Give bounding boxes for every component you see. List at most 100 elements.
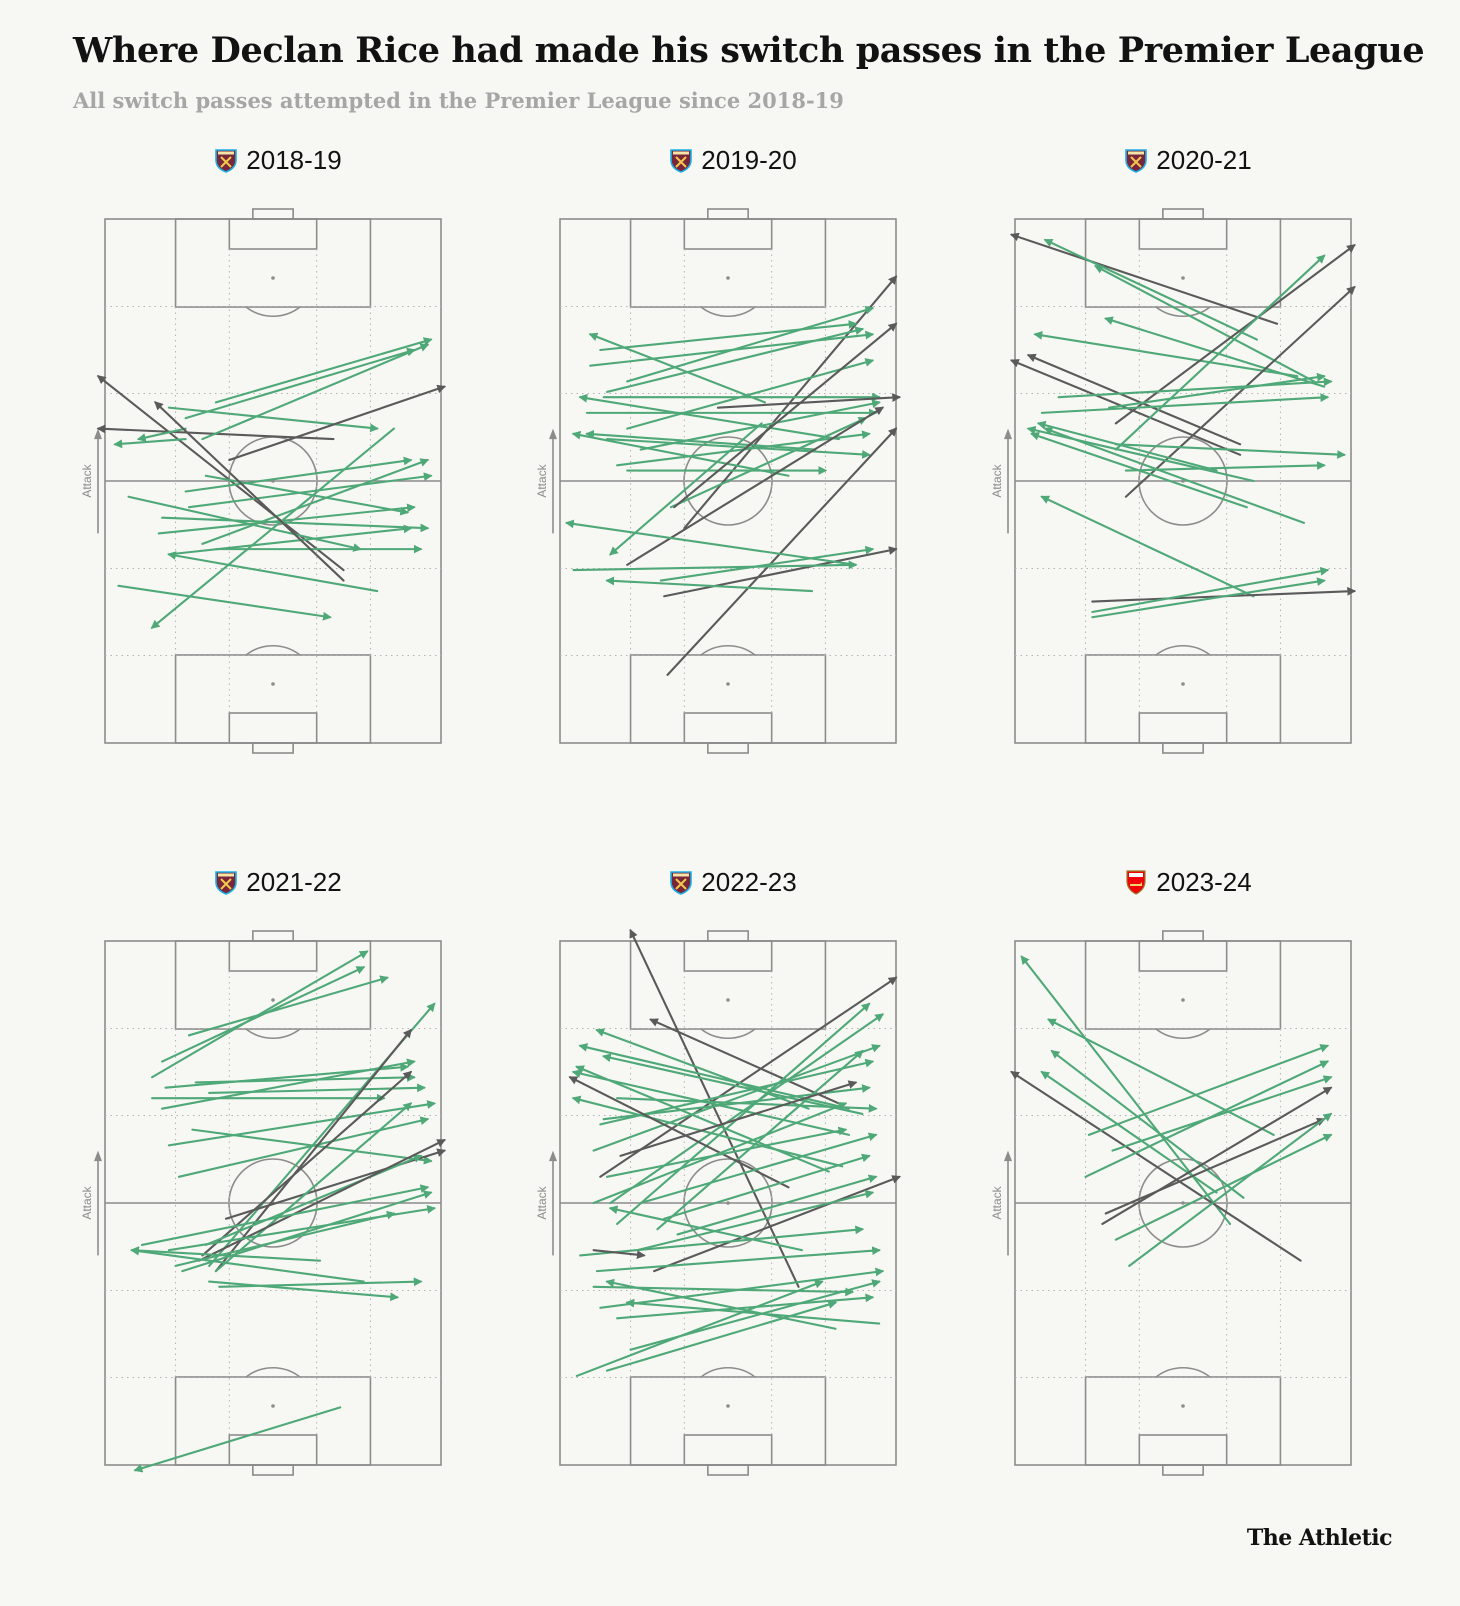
successful-pass-arrow <box>181 1190 433 1273</box>
unsuccessful-pass-arrow <box>626 406 885 566</box>
unsuccessful-pass-arrow <box>649 1018 840 1105</box>
successful-pass-arrow <box>1091 566 1330 614</box>
season-header: 2020-21 <box>978 140 1398 180</box>
penalty-spot-top <box>271 998 275 1002</box>
unsuccessful-pass-arrow <box>568 1076 790 1189</box>
successful-pass-arrow <box>113 438 187 449</box>
unsuccessful-pass-arrow <box>1026 353 1242 446</box>
goal-bottom <box>707 1464 749 1476</box>
passes <box>130 950 447 1473</box>
penalty-box-top <box>1084 218 1282 308</box>
successful-pass-arrow <box>184 347 416 420</box>
penalty-spot-top <box>271 276 275 280</box>
successful-pass-arrow <box>626 358 875 430</box>
successful-pass-arrow <box>589 330 875 367</box>
successful-pass-arrow <box>218 1277 423 1288</box>
successful-pass-arrow <box>127 495 363 552</box>
successful-pass-arrow <box>571 1095 844 1168</box>
successful-pass-arrow <box>579 1225 865 1257</box>
successful-pass-arrow <box>150 427 396 629</box>
arsenal-crest-icon <box>1126 870 1146 895</box>
successful-pass-arrow <box>595 1246 881 1273</box>
successful-pass-arrow <box>592 1101 848 1205</box>
west-ham-crest-icon <box>215 871 238 895</box>
successful-pass-arrow <box>194 1073 416 1084</box>
unsuccessful-pass-arrow <box>592 1249 646 1260</box>
successful-pass-arrow <box>1087 1044 1330 1136</box>
panel-2020-21: 2020-21 Attack <box>978 140 1398 790</box>
successful-pass-arrow <box>117 584 332 621</box>
passes <box>1009 232 1357 619</box>
goal-top <box>707 208 749 220</box>
unsuccessful-pass-arrow <box>619 1080 858 1157</box>
successful-pass-arrow <box>167 1204 437 1252</box>
goal-top <box>1162 930 1204 942</box>
successful-pass-arrow <box>130 1246 322 1262</box>
unsuccessful-pass-arrow <box>1104 1117 1326 1215</box>
attack-arrowhead-icon <box>94 1150 102 1162</box>
penalty-box-top <box>629 218 827 308</box>
goal-top <box>1162 208 1204 220</box>
unsuccessful-pass-arrow <box>1010 1070 1302 1262</box>
six-yard-box-top <box>228 940 318 972</box>
attack-indicator: Attack <box>80 428 102 534</box>
successful-pass-arrow <box>1114 1133 1333 1241</box>
centre-spot <box>1181 1201 1185 1205</box>
penalty-arc-top <box>1155 1028 1211 1039</box>
attack-arrowhead-icon <box>549 1150 557 1162</box>
six-yard-box-bottom <box>228 1434 318 1466</box>
successful-pass-arrow <box>136 427 187 442</box>
attack-indicator: Attack <box>80 1150 102 1256</box>
successful-pass-arrow <box>1047 1018 1275 1136</box>
centre-spot <box>726 1201 730 1205</box>
successful-pass-arrow <box>1114 254 1326 451</box>
successful-pass-arrow <box>575 1065 830 1173</box>
six-yard-box-top <box>1138 940 1228 972</box>
penalty-spot-top <box>726 276 730 280</box>
goal-top <box>707 930 749 942</box>
successful-pass-arrow <box>201 343 430 441</box>
unsuccessful-pass-arrow <box>716 393 902 409</box>
successful-pass-arrow <box>1030 431 1248 509</box>
penalty-arc-bottom <box>700 1367 756 1378</box>
panel-2019-20: 2019-20 Attack <box>523 140 943 790</box>
penalty-arc-top <box>1155 306 1211 317</box>
attack-arrowhead-icon <box>549 428 557 440</box>
successful-pass-arrow <box>1033 331 1299 378</box>
successful-pass-arrow <box>599 1267 885 1309</box>
penalty-box-bottom <box>629 654 827 744</box>
goal-bottom <box>1162 1464 1204 1476</box>
penalty-arc-bottom <box>700 645 756 656</box>
season-header: 2022-23 <box>523 862 943 902</box>
successful-pass-arrow <box>1114 443 1347 459</box>
goal-bottom <box>1162 742 1204 754</box>
penalty-box-bottom <box>174 1376 372 1466</box>
successful-pass-arrow <box>676 1174 878 1236</box>
unsuccessful-pass-arrow <box>599 976 898 1178</box>
penalty-spot-bottom <box>1181 1404 1185 1408</box>
pitch-plot: Attack <box>535 928 902 1476</box>
pitch-markings <box>1014 208 1352 754</box>
successful-pass-arrow <box>595 1028 810 1110</box>
attack-arrowhead-icon <box>94 428 102 440</box>
chart-subtitle: All switch passes attempted in the Premi… <box>73 88 844 113</box>
successful-pass-arrow <box>1057 377 1333 399</box>
successful-pass-arrow <box>1094 265 1316 383</box>
attack-label: Attack <box>535 463 549 497</box>
penalty-arc-bottom <box>245 1367 301 1378</box>
goal-top <box>252 930 294 942</box>
unsuccessful-pass-arrow <box>96 375 345 572</box>
successful-pass-arrow <box>208 1083 426 1095</box>
successful-pass-arrow <box>663 1153 871 1220</box>
penalty-spot-bottom <box>726 682 730 686</box>
successful-pass-arrow <box>1108 372 1326 409</box>
panel-2023-24: 2023-24 Attack <box>978 862 1398 1512</box>
panel-2018-19: 2018-19 Attack <box>68 140 488 790</box>
successful-pass-arrow <box>656 1049 864 1231</box>
successful-pass-arrow <box>605 576 814 593</box>
six-yard-box-top <box>228 218 318 250</box>
penalty-spot-top <box>726 998 730 1002</box>
penalty-spot-bottom <box>726 1404 730 1408</box>
penalty-arc-top <box>245 1028 301 1039</box>
successful-pass-arrow <box>616 1002 871 1226</box>
